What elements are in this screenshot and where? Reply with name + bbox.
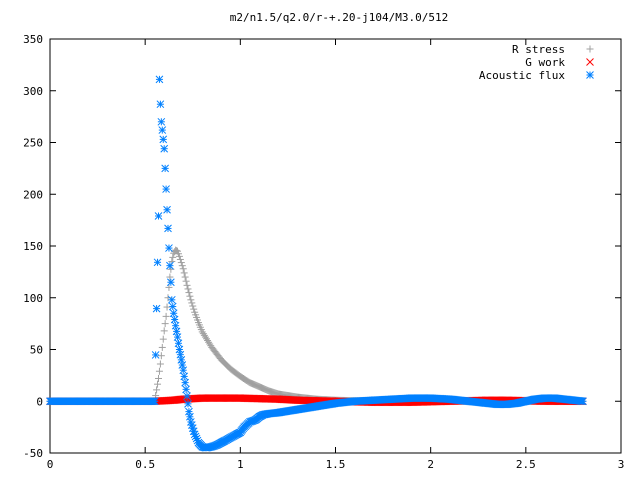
y-tick-label: 150 — [23, 240, 43, 253]
data-point — [182, 385, 190, 394]
y-tick-label: 50 — [30, 344, 43, 357]
data-point — [168, 302, 177, 311]
data-point — [190, 305, 198, 313]
data-point — [163, 205, 171, 214]
data-point — [175, 345, 184, 354]
data-point — [170, 315, 179, 324]
data-point — [155, 75, 164, 84]
data-point — [165, 283, 173, 291]
data-point — [157, 117, 166, 126]
y-tick-label: 100 — [23, 292, 43, 305]
data-point — [579, 397, 587, 406]
data-point — [161, 320, 169, 328]
data-point — [177, 259, 185, 267]
data-point — [183, 392, 191, 400]
x-tick-label: 2 — [427, 458, 434, 471]
data-point — [169, 309, 178, 318]
data-point — [179, 265, 187, 273]
plot-frame — [49, 38, 622, 454]
data-point — [174, 339, 183, 348]
data-point — [180, 372, 189, 381]
data-point — [186, 412, 194, 421]
data-point — [159, 335, 167, 343]
legend-marker — [586, 71, 594, 79]
legend-marker — [586, 45, 594, 53]
y-tick-label: 0 — [36, 395, 43, 408]
x-tick-label: 0 — [47, 458, 54, 471]
x-tick-label: 0.5 — [135, 458, 155, 471]
data-point — [156, 360, 164, 368]
data-point — [184, 399, 192, 408]
series-r-stress — [46, 246, 587, 405]
data-point — [150, 397, 159, 406]
legend-label: G work — [525, 56, 565, 69]
data-point — [185, 289, 193, 297]
data-point — [158, 343, 166, 351]
legend-marker — [586, 58, 594, 66]
data-point — [156, 100, 165, 109]
data-point — [159, 135, 168, 144]
data-point — [153, 386, 161, 394]
data-point — [167, 278, 175, 287]
data-point — [165, 244, 173, 252]
data-point — [166, 273, 174, 281]
data-point — [157, 352, 165, 360]
data-point — [175, 252, 183, 260]
data-point — [152, 304, 161, 313]
data-point — [154, 380, 162, 388]
legend-label: R stress — [512, 43, 565, 56]
x-tick-label: 1 — [237, 458, 244, 471]
data-point — [162, 185, 170, 193]
data-point — [151, 351, 160, 359]
y-tick-label: 200 — [23, 188, 43, 201]
data-point — [178, 262, 186, 270]
y-tick-label: 300 — [23, 85, 43, 98]
data-point — [186, 292, 194, 300]
data-point — [158, 126, 167, 134]
data-point — [181, 378, 189, 387]
data-point — [153, 258, 162, 267]
data-point — [155, 367, 163, 375]
data-point — [176, 255, 184, 263]
legend-label: Acoustic flux — [479, 69, 565, 82]
data-point — [162, 312, 170, 320]
data-point — [182, 277, 190, 285]
series-acoustic-flux — [46, 75, 587, 452]
data-point — [183, 281, 191, 289]
chart-title: m2/n1.5/q2.0/r-+.20-j104/M3.0/512 — [230, 11, 449, 24]
data-point — [189, 302, 197, 310]
x-tick-label: 1.5 — [326, 458, 346, 471]
data-point — [181, 273, 189, 281]
data-point — [160, 144, 169, 153]
data-point — [173, 333, 182, 341]
data-point — [154, 212, 163, 220]
y-tick-label: -50 — [23, 447, 43, 460]
data-point — [179, 366, 188, 375]
x-tick-label: 2.5 — [516, 458, 536, 471]
data-point — [188, 299, 196, 307]
data-marks — [46, 75, 587, 452]
data-point — [160, 327, 168, 335]
data-point — [187, 296, 195, 304]
data-point — [166, 261, 174, 270]
data-point — [154, 374, 162, 382]
data-point — [180, 269, 188, 277]
data-point — [163, 303, 171, 311]
axes: 0 0.5 1 1.5 2 2.5 3 -50 0 50 100 150 200 250 300 350 — [23, 33, 624, 471]
data-point — [167, 295, 176, 304]
data-point — [184, 285, 192, 293]
data-point — [164, 224, 172, 233]
data-point — [161, 164, 170, 173]
data-point — [169, 253, 177, 261]
y-tick-label: 250 — [23, 137, 43, 150]
y-tick-label: 350 — [23, 33, 43, 46]
x-tick-label: 3 — [618, 458, 625, 471]
